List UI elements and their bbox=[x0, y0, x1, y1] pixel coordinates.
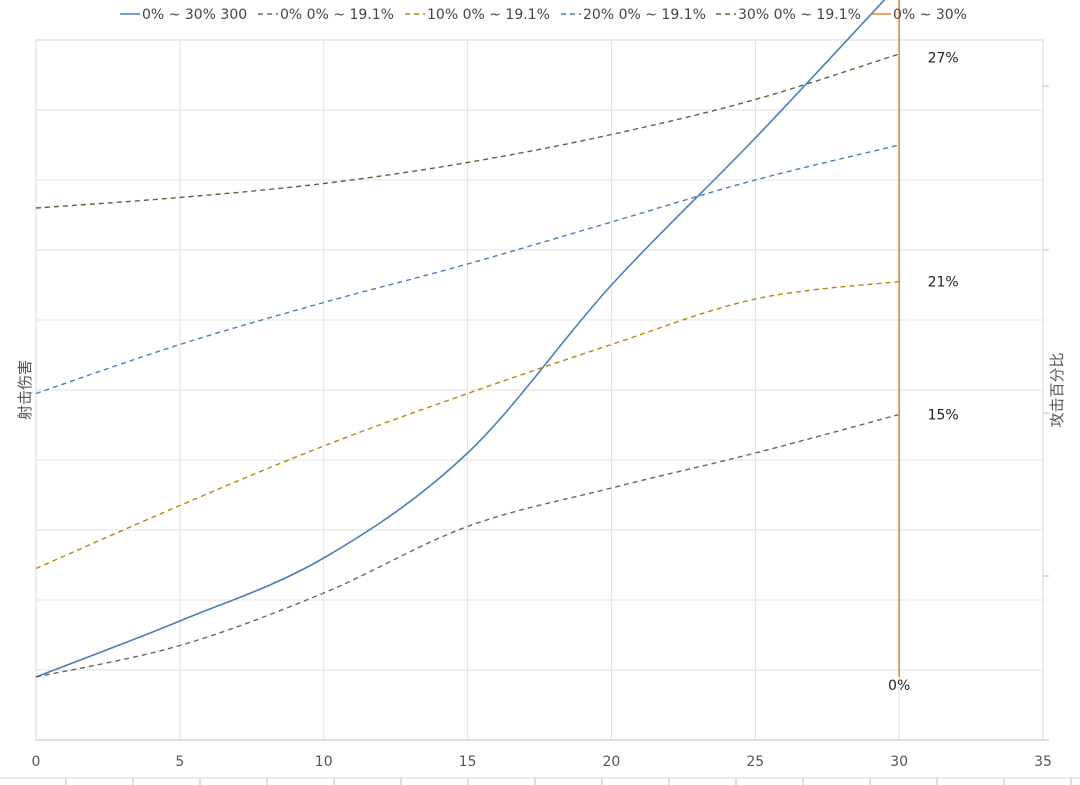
series-line-0 bbox=[35, 0, 886, 678]
x-tick-label: 15 bbox=[459, 754, 477, 770]
axes: 0 5 10 15 20 25 30 35 bbox=[0, 85, 1080, 785]
x-tick-label: 10 bbox=[315, 754, 333, 770]
x-tick-label: 35 bbox=[1034, 754, 1052, 770]
legend-label: 0% 0% ~ 19.1% bbox=[280, 7, 394, 23]
legend-label: 0% ~ 30% bbox=[893, 7, 967, 23]
x-tick-label: 30 bbox=[890, 754, 908, 770]
series-line-4 bbox=[35, 53, 900, 209]
annotations: 30%27%21%15%0% bbox=[888, 51, 959, 695]
series-line-2 bbox=[35, 280, 900, 570]
x-tick-label: 25 bbox=[746, 754, 764, 770]
series-line-1 bbox=[35, 413, 900, 678]
legend-label: 20% 0% ~ 19.1% bbox=[583, 7, 706, 23]
legend-label: 30% 0% ~ 19.1% bbox=[738, 7, 861, 23]
series-group bbox=[35, 0, 900, 678]
annotation-label: 15% bbox=[928, 408, 959, 424]
gridlines bbox=[35, 39, 1044, 741]
legend-label: 0% ~ 30% 300 bbox=[142, 7, 247, 23]
y-axis-right-title: 攻击百分比 bbox=[1048, 352, 1066, 427]
legend-label: 10% 0% ~ 19.1% bbox=[427, 7, 550, 23]
legend: 0% ~ 30% 300 0% 0% ~ 19.1% 10% 0% ~ 19.1% 2… bbox=[120, 7, 967, 23]
series-line-3 bbox=[35, 144, 900, 395]
y-axis-left-title: 射击伤害 bbox=[16, 360, 34, 420]
x-tick-label: 5 bbox=[175, 754, 184, 770]
annotation-label: 21% bbox=[928, 275, 959, 291]
annotation-label: 0% bbox=[888, 678, 910, 694]
annotation-label: 27% bbox=[928, 51, 959, 67]
x-tick-label: 20 bbox=[603, 754, 621, 770]
x-tick-label: 0 bbox=[32, 754, 41, 770]
